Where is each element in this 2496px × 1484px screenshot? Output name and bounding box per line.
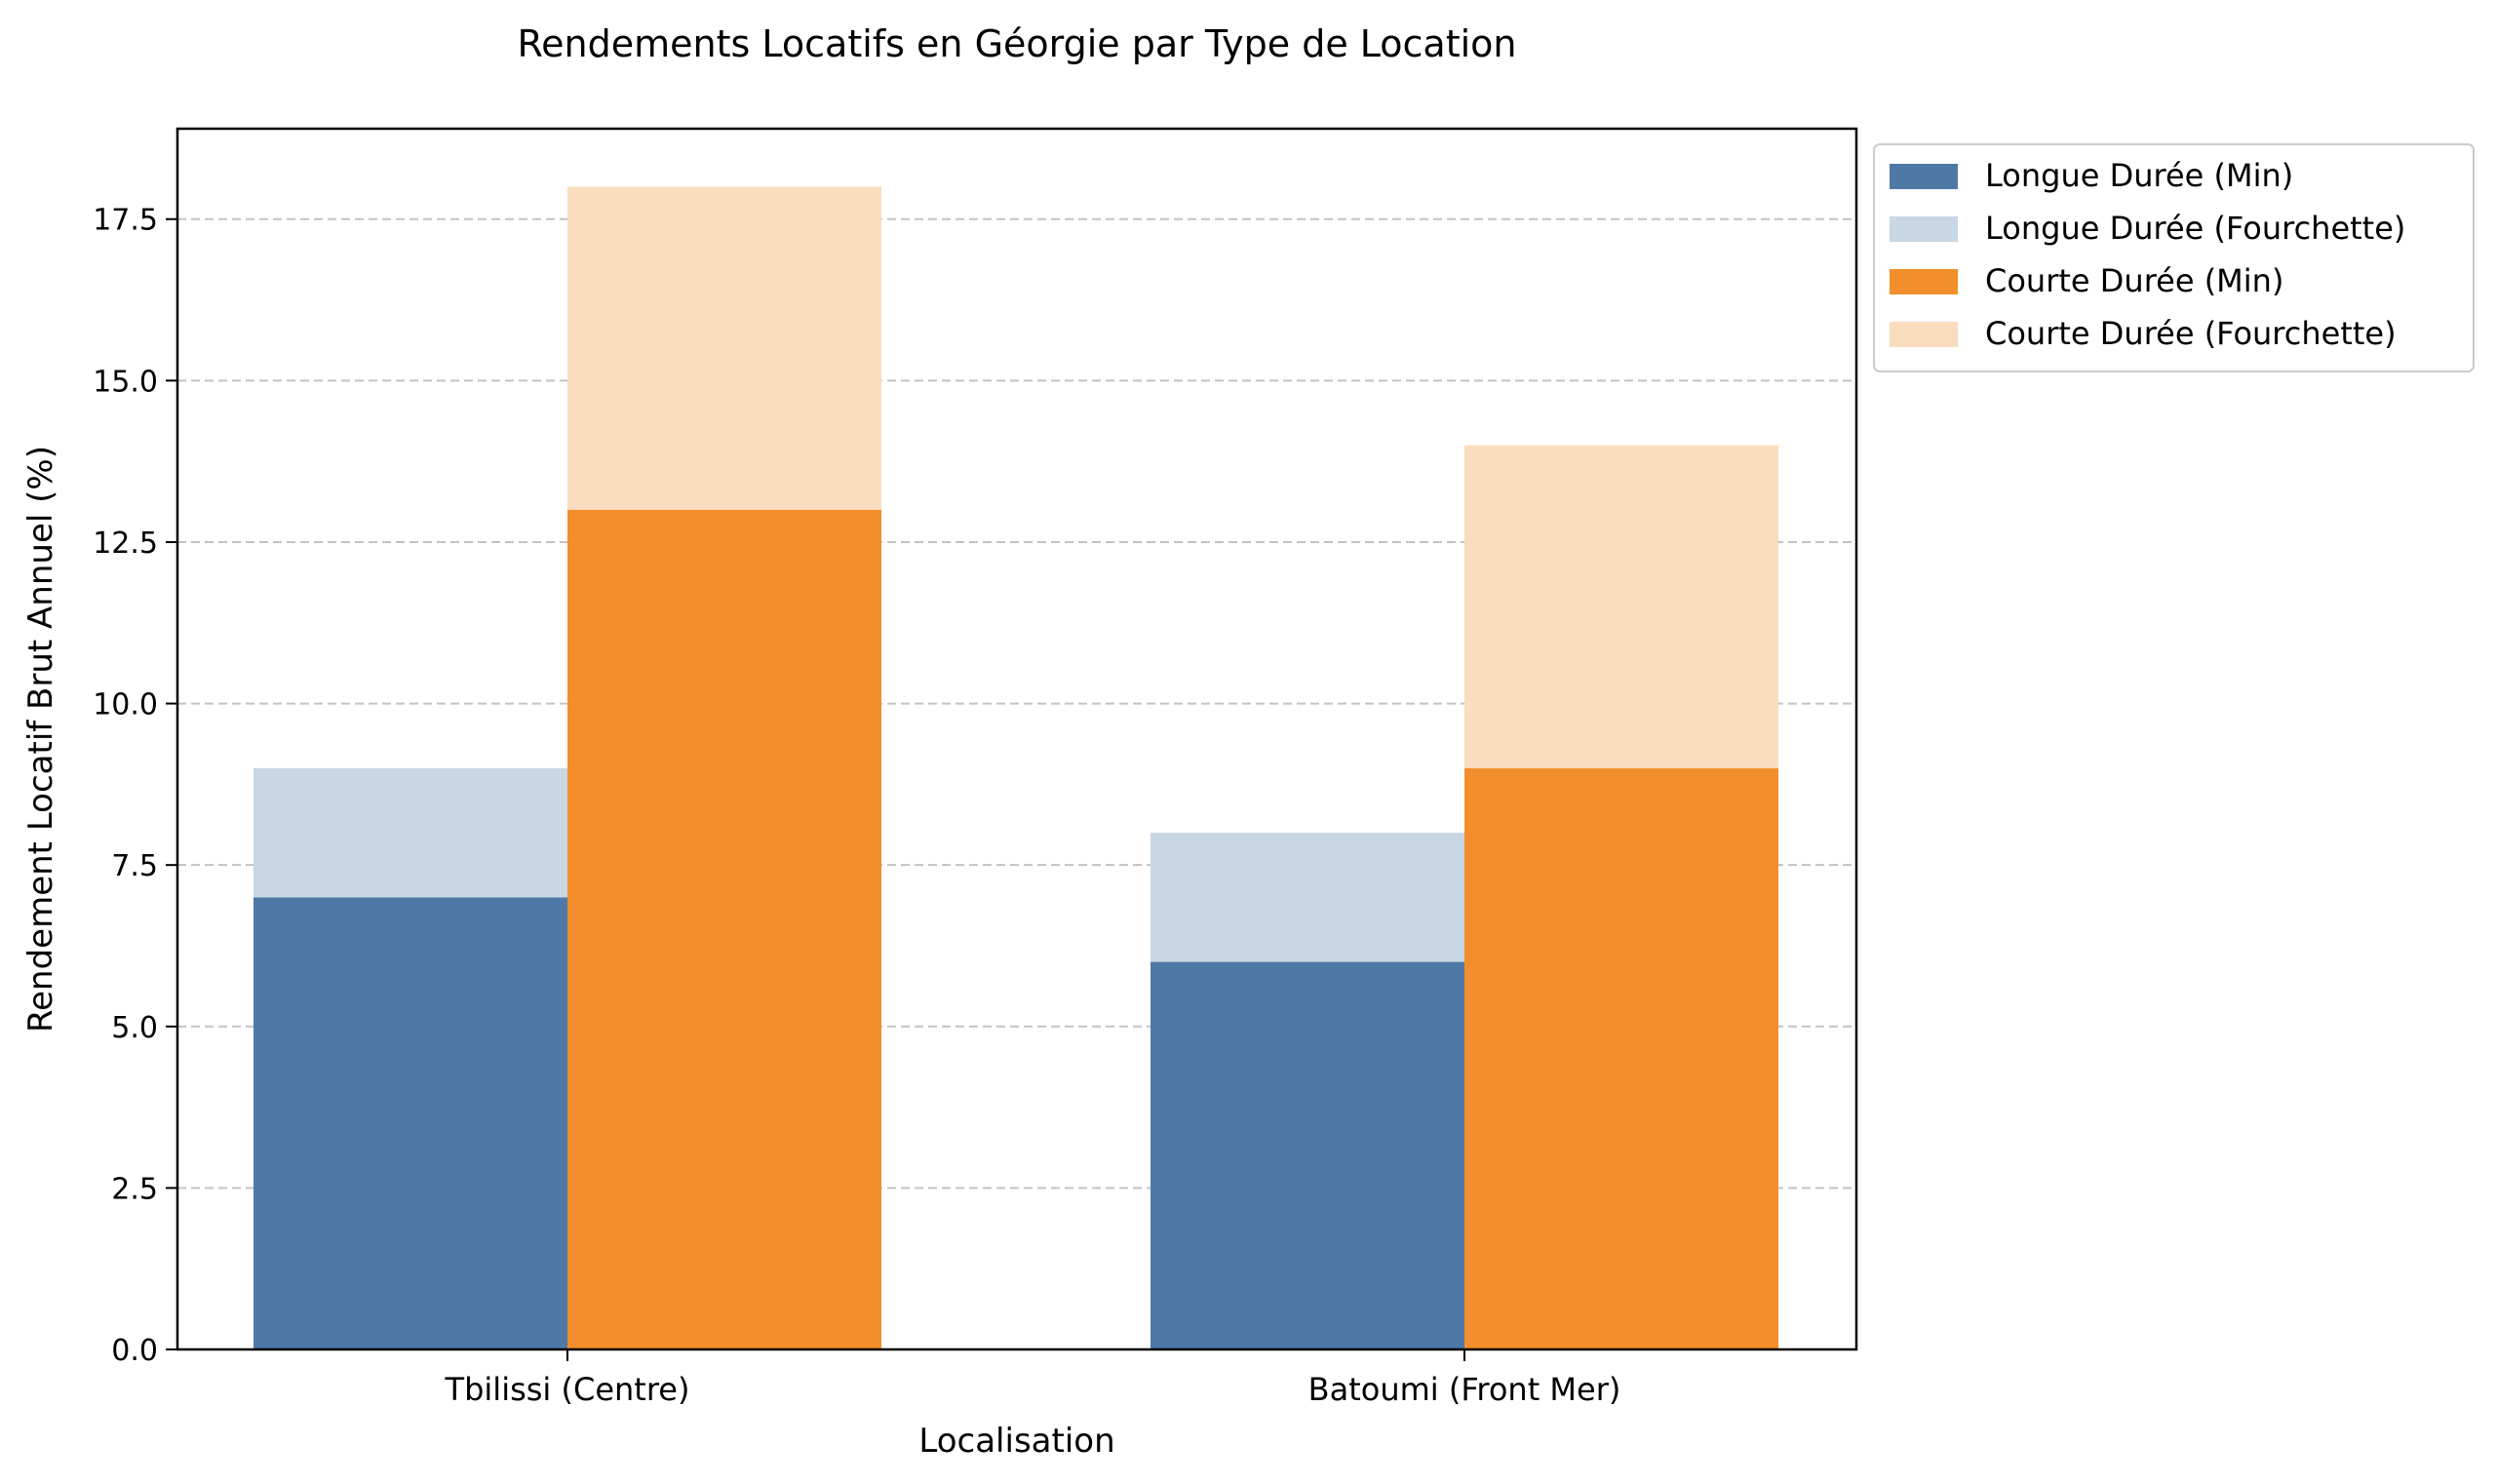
- bar-long-range-0: [254, 767, 567, 898]
- legend-swatch: [1890, 164, 1958, 189]
- y-tick-label: 5.0: [111, 1011, 158, 1045]
- bar-short-range-0: [567, 186, 881, 510]
- y-tick-label: 15.0: [93, 365, 158, 399]
- bar-long-range-1: [1150, 833, 1464, 962]
- legend-label: Courte Durée (Fourchette): [1985, 315, 2397, 352]
- legend-swatch: [1890, 322, 1958, 347]
- y-tick-label: 2.5: [111, 1172, 158, 1206]
- y-axis-label: Rendement Locatif Brut Annuel (%): [21, 446, 60, 1033]
- y-tick-label: 0.0: [111, 1334, 158, 1368]
- x-axis: Tbilissi (Centre) Batoumi (Front Mer): [445, 1349, 1621, 1408]
- bar-long-min-1: [1150, 961, 1464, 1349]
- legend-label: Courte Durée (Min): [1985, 262, 2283, 299]
- bar-long-min-0: [254, 897, 567, 1349]
- legend-label: Longue Durée (Fourchette): [1985, 210, 2405, 247]
- bar-short-min-1: [1464, 767, 1778, 1349]
- legend-swatch: [1890, 216, 1958, 242]
- y-tick-label: 17.5: [93, 204, 158, 238]
- chart-title: Rendements Locatifs en Géorgie par Type …: [517, 22, 1516, 65]
- legend-frame: [1873, 143, 2475, 372]
- x-tick-label: Batoumi (Front Mer): [1308, 1371, 1621, 1408]
- bar-short-min-0: [567, 509, 881, 1349]
- y-tick-label: 7.5: [111, 849, 158, 883]
- y-tick-label: 12.5: [93, 527, 158, 561]
- y-tick-label: 10.0: [93, 688, 158, 722]
- bars: [254, 186, 1778, 1349]
- legend-label: Longue Durée (Min): [1985, 157, 2293, 194]
- x-axis-label: Localisation: [918, 1422, 1114, 1461]
- plot-frame: [176, 127, 1858, 1351]
- y-axis: 0.0 2.5 5.0 7.5 10.0 12.5 15.0 17.5: [93, 204, 177, 1368]
- x-tick-label: Tbilissi (Centre): [445, 1371, 690, 1408]
- bar-short-range-1: [1464, 445, 1778, 768]
- legend-swatch: [1890, 269, 1958, 294]
- legend: Longue Durée (Min) Longue Durée (Fourchet…: [1873, 143, 2475, 372]
